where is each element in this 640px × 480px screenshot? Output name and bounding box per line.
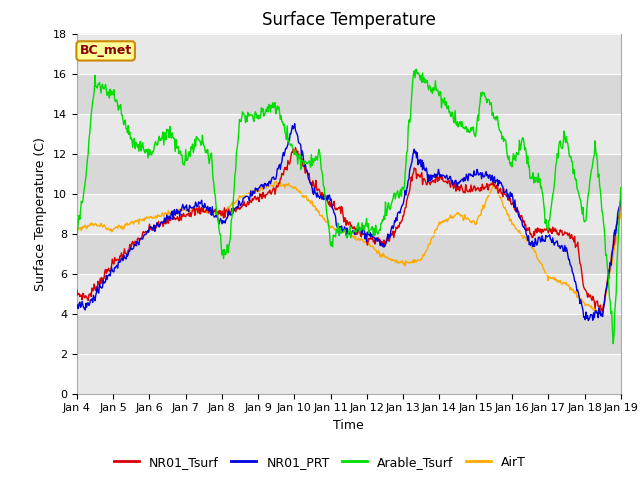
Bar — [77, 34, 621, 73]
Bar — [77, 114, 621, 154]
Bar — [77, 354, 621, 394]
Bar — [77, 274, 621, 313]
X-axis label: Time: Time — [333, 419, 364, 432]
Bar — [77, 313, 621, 354]
Bar — [77, 193, 621, 234]
Y-axis label: Surface Temperature (C): Surface Temperature (C) — [35, 137, 47, 290]
Legend: NR01_Tsurf, NR01_PRT, Arable_Tsurf, AirT: NR01_Tsurf, NR01_PRT, Arable_Tsurf, AirT — [109, 451, 531, 474]
Text: BC_met: BC_met — [79, 44, 132, 58]
Title: Surface Temperature: Surface Temperature — [262, 11, 436, 29]
Bar — [77, 73, 621, 114]
Bar — [77, 234, 621, 274]
Bar — [77, 154, 621, 193]
